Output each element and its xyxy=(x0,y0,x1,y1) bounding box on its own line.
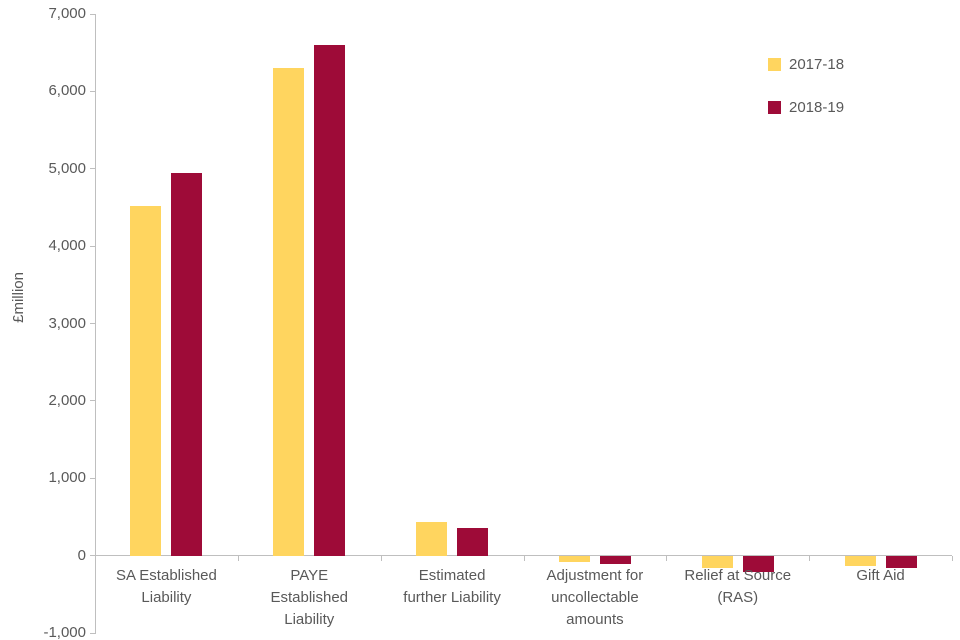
y-tick-label: -1,000 xyxy=(43,624,86,640)
bar-2017-18-5 xyxy=(844,556,876,567)
y-tick-label: 1,000 xyxy=(48,469,86,487)
bar-2017-18-1 xyxy=(273,68,305,556)
y-tick-label: 0 xyxy=(77,546,86,564)
x-tick-mark xyxy=(809,555,811,561)
y-tick-mark xyxy=(90,477,96,479)
y-tick-label: 6,000 xyxy=(48,82,86,100)
y-tick-mark xyxy=(90,555,96,557)
bar-2018-19-4 xyxy=(742,556,774,572)
y-tick-mark xyxy=(90,90,96,92)
x-tick-mark xyxy=(237,555,239,561)
bar-2018-19-2 xyxy=(457,527,489,556)
x-tick-mark xyxy=(95,555,96,561)
y-tick-label: 4,000 xyxy=(48,237,86,255)
legend: 2017-18 2018-19 xyxy=(768,56,844,142)
y-tick-mark xyxy=(90,323,96,324)
bar-2017-18-3 xyxy=(558,556,590,563)
legend-swatch-2017-18 xyxy=(768,58,781,71)
category-label: Gift Aid xyxy=(856,566,905,584)
bar-2018-19-3 xyxy=(599,556,631,564)
x-tick-mark xyxy=(666,555,668,561)
y-tick-label: 3,000 xyxy=(48,314,86,332)
x-tick-mark xyxy=(952,555,953,561)
legend-item-2018-19: 2018-19 xyxy=(768,99,844,116)
category-label: PAYE Established Liability xyxy=(270,566,349,628)
bar-2017-18-2 xyxy=(416,522,448,556)
y-tick-mark xyxy=(90,168,96,170)
category-label: Adjustment for uncollectable amounts xyxy=(546,566,644,628)
y-tick-mark xyxy=(90,400,96,402)
bar-2018-19-0 xyxy=(171,172,203,556)
x-tick-mark xyxy=(523,555,525,561)
y-tick-label: 2,000 xyxy=(48,391,86,409)
y-tick-mark xyxy=(90,13,96,15)
category-label: SA Established Liability xyxy=(115,566,217,606)
legend-label-2018-19: 2018-19 xyxy=(789,99,845,116)
category-label: Relief at Source (RAS) xyxy=(684,566,792,606)
legend-item-2017-18: 2017-18 xyxy=(768,56,844,73)
bar-2018-19-5 xyxy=(885,556,917,568)
legend-label-2017-18: 2017-18 xyxy=(789,56,845,73)
y-tick-label: 5,000 xyxy=(48,159,86,177)
legend-swatch-2018-19 xyxy=(768,101,781,114)
y-tick-mark xyxy=(90,245,96,247)
x-tick-mark xyxy=(380,555,382,561)
y-tick-label: 7,000 xyxy=(48,5,86,22)
y-tick-mark xyxy=(90,632,96,634)
bar-2017-18-0 xyxy=(130,205,162,556)
category-label: Estimated further Liability xyxy=(403,566,501,606)
bar-2017-18-4 xyxy=(701,556,733,568)
bar-2018-19-1 xyxy=(314,44,346,556)
